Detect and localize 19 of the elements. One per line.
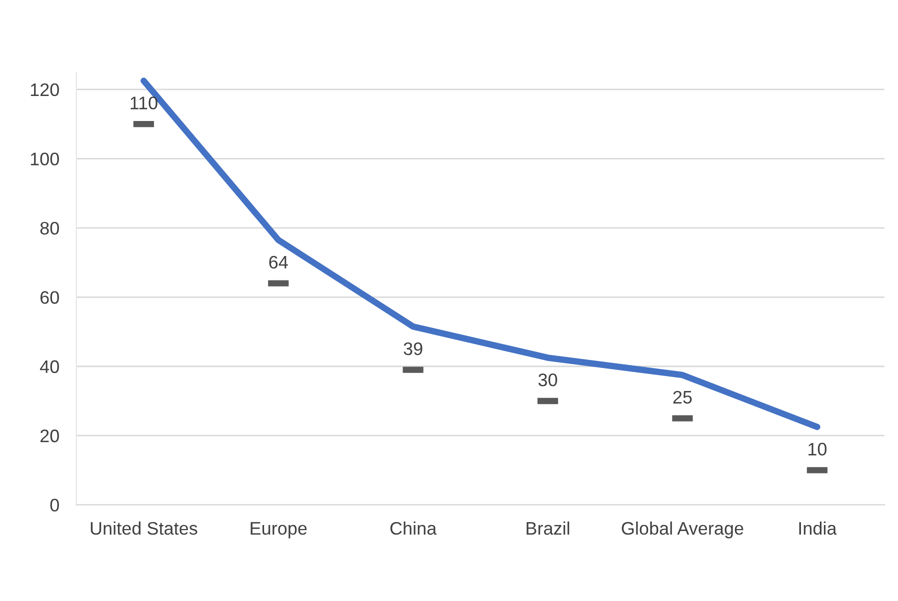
y-tick-label: 120: [30, 83, 59, 96]
data-label: 64: [269, 256, 288, 269]
data-label: 25: [673, 390, 692, 404]
y-tick-label: 20: [40, 430, 59, 442]
x-tick-label: Europe: [250, 522, 307, 538]
x-tick-label: Brazil: [526, 522, 570, 535]
x-tick-label: Global Average: [622, 522, 744, 538]
y-tick-label: 40: [40, 360, 59, 374]
x-tick-label: United States: [90, 522, 198, 535]
x-tick-label: India: [799, 522, 837, 535]
data-label: 10: [808, 442, 827, 456]
y-tick-label: 80: [40, 222, 59, 235]
data-label: 110: [130, 96, 158, 110]
y-tick-label: 60: [40, 291, 59, 304]
x-tick-label: China: [390, 522, 437, 535]
data-label: 39: [404, 342, 422, 356]
y-tick-label: 0: [50, 498, 59, 512]
y-tick-label: 100: [30, 152, 59, 166]
data-label: 30: [538, 374, 558, 386]
